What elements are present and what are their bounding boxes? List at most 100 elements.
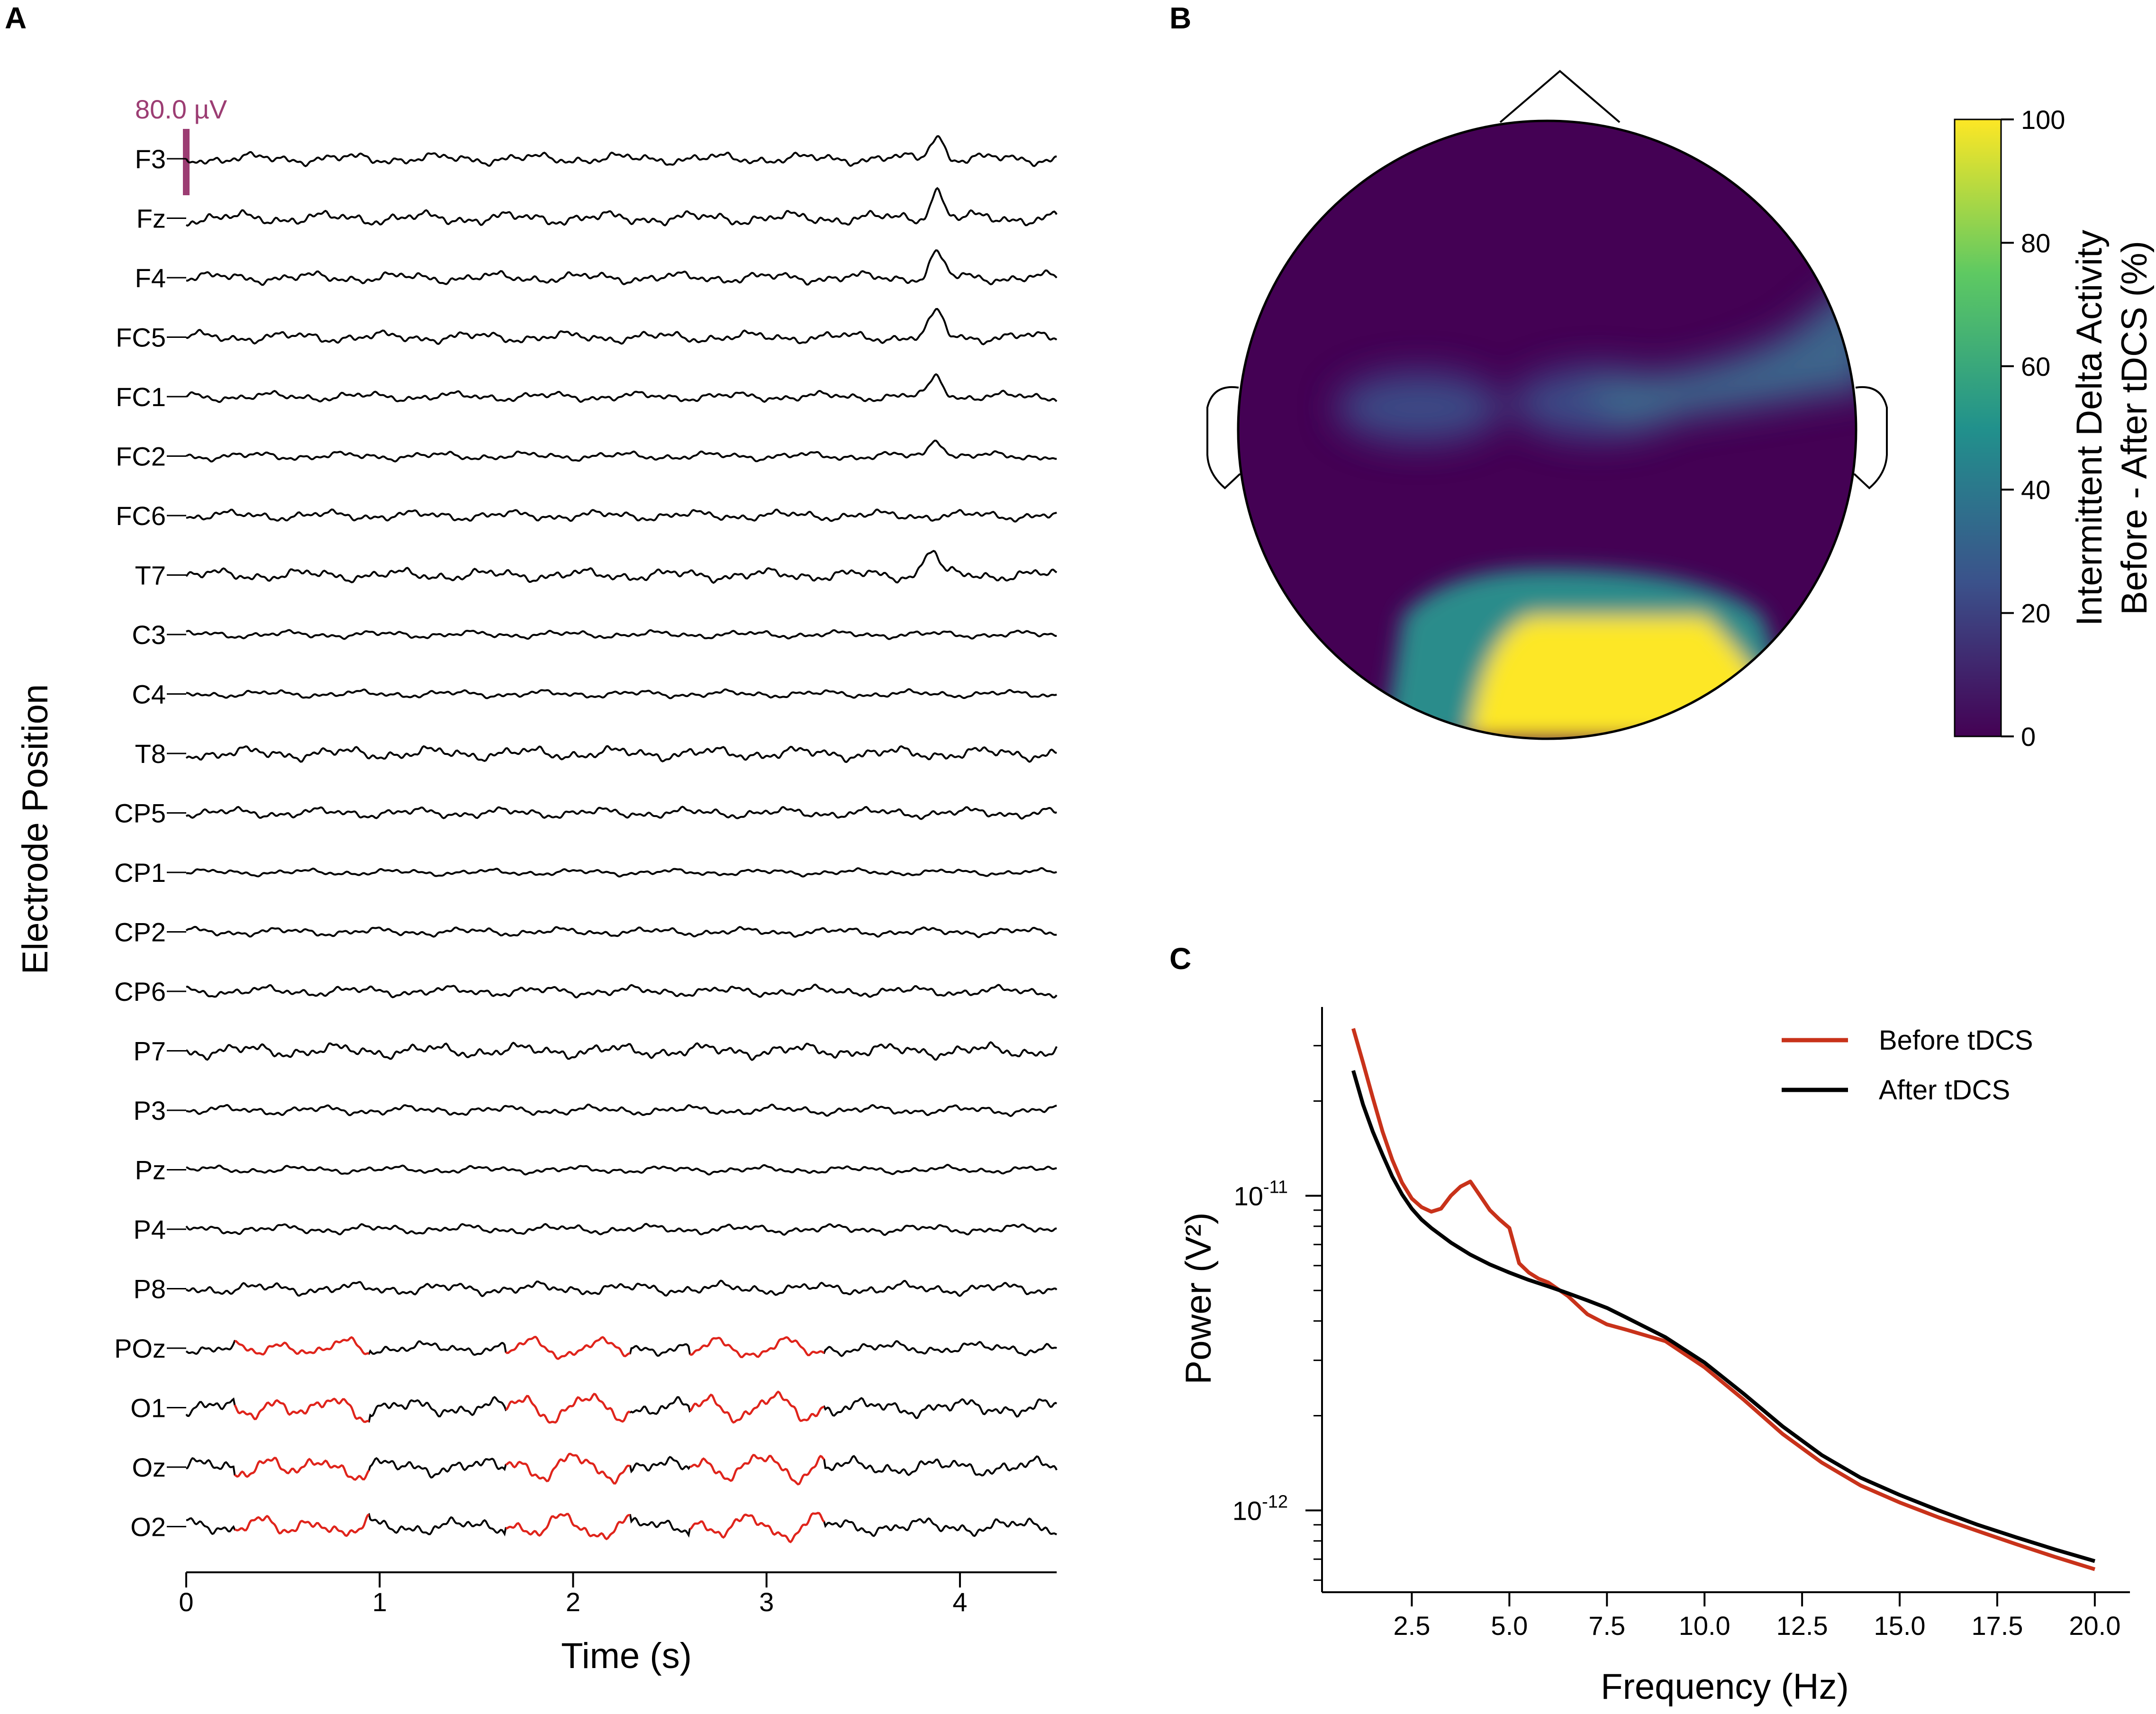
channel-label-c3: C3 [132,620,166,650]
eeg-trace-c3 [186,629,1057,640]
eeg-x-axis-title: Time (s) [561,1636,692,1676]
channel-label-t8: T8 [135,739,166,769]
psd-xtick-label-2-5: 2.5 [1394,1611,1431,1641]
channel-label-p8: P8 [134,1274,166,1304]
eeg-trace-p7 [185,1041,1058,1061]
topo-region-occipital [1469,616,1763,739]
psd-ytick-label-11: 10-11 [1234,1177,1288,1211]
channel-label-oz: Oz [132,1452,166,1482]
delta-highlight-poz-0 [234,1336,370,1356]
channel-label-c4: C4 [132,680,166,709]
channel-label-t7: T7 [135,561,166,590]
channel-label-p4: P4 [134,1215,166,1244]
eeg-trace-c4 [186,688,1057,699]
psd-lines [1351,1028,2096,1571]
panel-b: B 0 20 40 60 80 100 Intermittent Delta Activi… [1169,1,2155,752]
delta-highlight-oz-0 [234,1457,370,1481]
topomap [1238,121,1856,739]
eeg-trace-p4 [185,1223,1057,1236]
channel-label-fc6: FC6 [116,501,166,531]
eeg-trace-p8 [185,1279,1058,1297]
colorbar-tick-label-80: 80 [2021,228,2050,258]
channel-label-o1: O1 [130,1393,166,1423]
delta-highlight-o2-0 [234,1513,370,1537]
eeg-trace-fc1 [186,373,1058,403]
eeg-trace-cp6 [186,983,1058,999]
eeg-trace-t8 [185,745,1057,763]
delta-highlight-o2-1 [506,1513,630,1541]
colorbar-label-line2: Before - After tDCS (%) [2114,241,2155,615]
psd-xtick-label-20-0: 20.0 [2069,1611,2120,1641]
psd-line-after-tdcs [1351,1070,2096,1563]
eeg-xtick-label-2: 2 [566,1587,580,1617]
eeg-traces [185,135,1058,1543]
channel-label-fc1: FC1 [116,382,166,412]
eeg-xtick-label-0: 0 [179,1587,193,1617]
eeg-x-ticks: 0 1 2 3 4 [179,1572,967,1617]
eeg-trace-o2 [186,1512,1057,1543]
channel-label-o2: O2 [130,1512,166,1542]
scale-bar-label: 80.0 µV [135,94,227,124]
psd-xtick-label-10-0: 10.0 [1679,1611,1730,1641]
eeg-trace-fz [186,187,1058,227]
eeg-trace-p3 [186,1103,1057,1117]
legend-label-after: After tDCS [1879,1075,2010,1106]
head-left-ear [1206,386,1241,490]
eeg-y-axis-title: Electrode Position [15,684,55,975]
colorbar-tick-label-60: 60 [2021,352,2050,381]
psd-x-axis-title: Frequency (Hz) [1601,1667,1849,1707]
channel-label-cp1: CP1 [114,858,166,888]
eeg-trace-fc6 [186,508,1057,523]
eeg-xtick-label-4: 4 [952,1587,967,1617]
panel-c: C 10-11 10-12 2.5 5.0 7.5 10.0 12.5 15.0 17.5 20… [1169,942,2130,1707]
channel-label-cp6: CP6 [114,977,166,1007]
channel-label-fc2: FC2 [116,442,166,472]
colorbar-tick-label-0: 0 [2021,722,2036,752]
delta-highlight-poz-2 [689,1336,825,1359]
eeg-trace-f4 [186,249,1058,286]
panel-letter-b: B [1169,1,1191,35]
eeg-trace-fc5 [186,308,1058,345]
delta-highlight-o1-2 [689,1390,825,1424]
topo-region-right-frontotemporal [1578,265,1856,426]
colorbar-ticks: 0 20 40 60 80 100 [2001,105,2065,752]
psd-y-ticks: 10-11 10-12 [1232,1045,1322,1581]
psd-ytick-label-12: 10-12 [1232,1492,1288,1525]
psd-xtick-label-5-0: 5.0 [1491,1611,1528,1641]
colorbar-label-line1: Intermittent Delta Activity [2069,230,2110,626]
colorbar-tick-label-20: 20 [2021,599,2050,628]
channel-label-poz: POz [114,1333,166,1363]
eeg-xtick-label-3: 3 [759,1587,774,1617]
psd-xtick-label-17-5: 17.5 [1971,1611,2023,1641]
eeg-trace-cp2 [185,925,1057,938]
psd-x-ticks: 2.5 5.0 7.5 10.0 12.5 15.0 17.5 20.0 [1394,1592,2120,1641]
head-right-ear [1853,386,1888,490]
eeg-trace-fc2 [186,439,1057,463]
eeg-trace-f3 [185,135,1057,167]
colorbar-tick-label-100: 100 [2021,105,2065,135]
channel-label-p7: P7 [134,1036,166,1066]
eeg-trace-oz [185,1452,1058,1486]
eeg-trace-t7 [185,550,1058,584]
delta-highlight-oz-2 [689,1454,825,1486]
panel-letter-a: A [5,1,27,35]
topo-region-left-frontocentral [1336,372,1502,443]
delta-highlight-o2-2 [689,1512,825,1543]
eeg-xtick-label-1: 1 [372,1587,387,1617]
head-outline [1237,119,1857,740]
psd-legend: Before tDCS After tDCS [1782,1025,2033,1106]
delta-highlight-o1-0 [234,1397,370,1423]
channel-label-p3: P3 [134,1096,166,1125]
legend-label-before: Before tDCS [1879,1025,2033,1056]
colorbar-tick-label-40: 40 [2021,475,2050,505]
channel-label-cp5: CP5 [114,798,166,828]
psd-line-before-tdcs [1351,1028,2096,1571]
channel-label-cp2: CP2 [114,917,166,947]
delta-highlight-poz-1 [505,1335,631,1360]
panel-letter-c: C [1169,942,1191,976]
channel-label-fz: Fz [136,204,166,234]
eeg-trace-o1 [185,1390,1057,1424]
colorbar [1954,118,2002,737]
panel-a: A Electrode Position 80.0 µV F3 Fz F4 FC5 FC… [5,1,1058,1676]
channel-label-f4: F4 [135,263,166,293]
